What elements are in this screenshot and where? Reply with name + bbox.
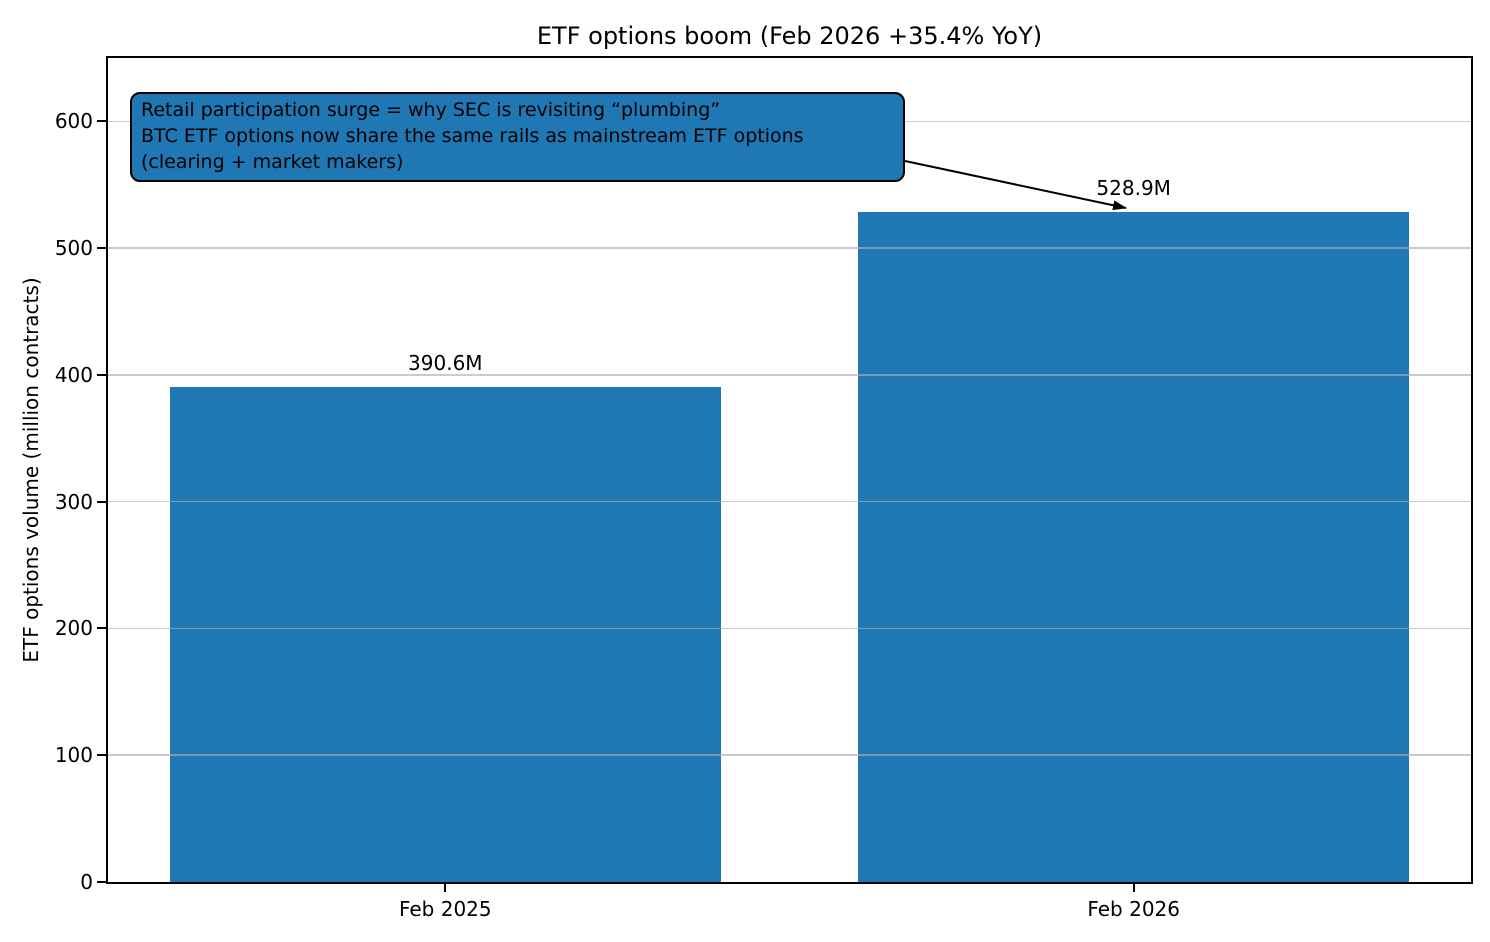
bar-feb-2026: [858, 211, 1410, 882]
x-tick-mark: [1132, 884, 1135, 892]
gridline-500: [108, 247, 1471, 249]
annotation-line-2: BTC ETF options now share the same rails…: [141, 125, 804, 147]
gridline-300: [108, 500, 1471, 503]
gridline-400: [108, 374, 1471, 376]
y-tick-label: 400: [54, 362, 93, 387]
y-tick-mark: [97, 500, 106, 503]
y-tick-mark: [97, 247, 106, 250]
bars-layer: [108, 58, 1471, 882]
y-tick-mark: [97, 627, 106, 630]
chart-title: ETF options boom (Feb 2026 +35.4% YoY): [536, 22, 1043, 50]
y-tick-label: 200: [54, 616, 93, 641]
annotation-line-3: (clearing + market makers): [141, 151, 404, 173]
x-tick-label: Feb 2026: [1087, 897, 1181, 921]
y-tick-mark: [97, 373, 106, 376]
gridline-100: [108, 754, 1471, 756]
y-tick-mark: [97, 881, 106, 883]
y-tick-label: 500: [54, 236, 93, 261]
annotation-line-1: Retail participation surge = why SEC is …: [141, 99, 721, 121]
y-tick-mark: [97, 120, 106, 123]
bar-feb-2025: [169, 386, 721, 882]
y-axis-label: ETF options volume (million contracts): [19, 277, 43, 663]
annotation-box: Retail participation surge = why SEC is …: [130, 92, 905, 182]
y-tick-label: 300: [54, 489, 93, 514]
y-tick-label: 0: [80, 870, 93, 894]
plot-area: [106, 56, 1473, 884]
y-tick-mark: [97, 754, 106, 757]
gridline-200: [108, 627, 1471, 630]
y-tick-label: 600: [54, 109, 93, 134]
x-tick-label: Feb 2025: [398, 897, 492, 921]
y-tick-label: 100: [54, 743, 93, 768]
x-tick-mark: [444, 884, 447, 892]
